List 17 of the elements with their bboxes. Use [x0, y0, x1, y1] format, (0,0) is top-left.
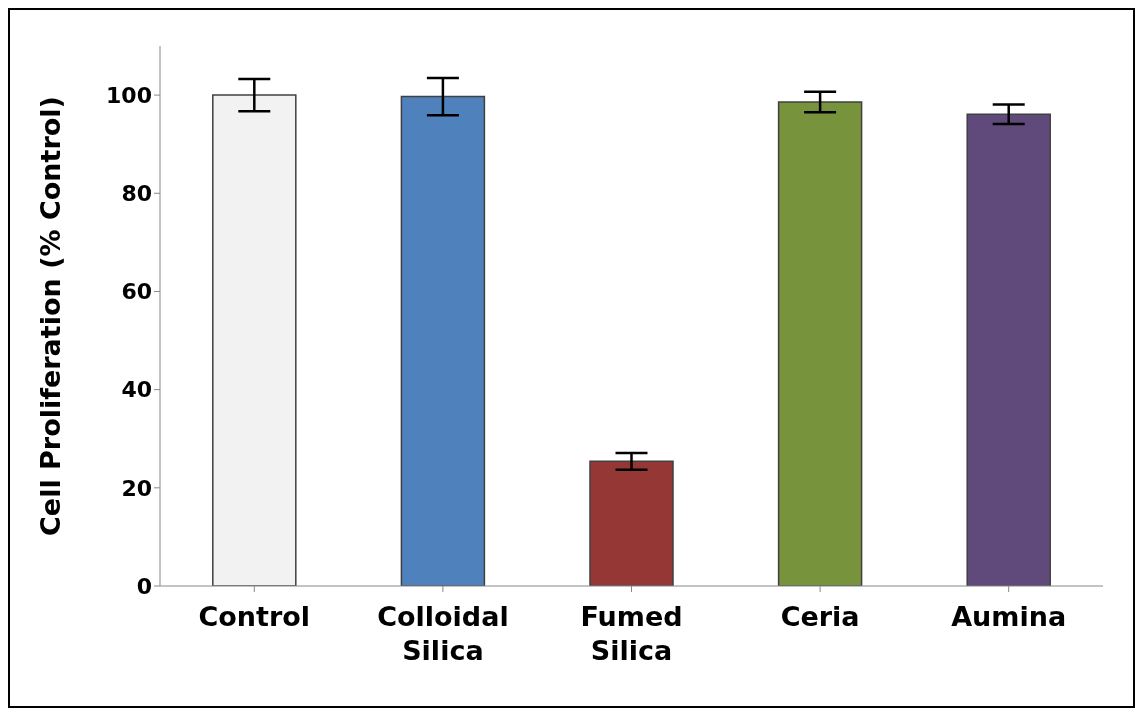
- y-tick-label: 0: [136, 573, 152, 599]
- y-tick-label: 80: [121, 181, 152, 207]
- bar: [212, 94, 297, 586]
- bar: [966, 113, 1051, 586]
- y-axis-title: Cell Proliferation (% Control): [34, 96, 66, 536]
- y-tick-label: 100: [106, 82, 152, 108]
- bar: [400, 95, 486, 586]
- y-tick-label: 40: [121, 377, 152, 403]
- bar: [589, 460, 674, 586]
- x-tick-label: Fumed Silica: [580, 601, 683, 666]
- y-tick-label: 20: [121, 475, 152, 501]
- x-tick-label: Colloidal Silica: [377, 601, 509, 666]
- bar: [777, 101, 863, 586]
- y-tick-label: 60: [121, 279, 152, 305]
- x-tick-label: Control: [198, 601, 311, 632]
- x-tick-label: Aumina: [951, 601, 1067, 632]
- x-tick-label: Ceria: [780, 601, 860, 632]
